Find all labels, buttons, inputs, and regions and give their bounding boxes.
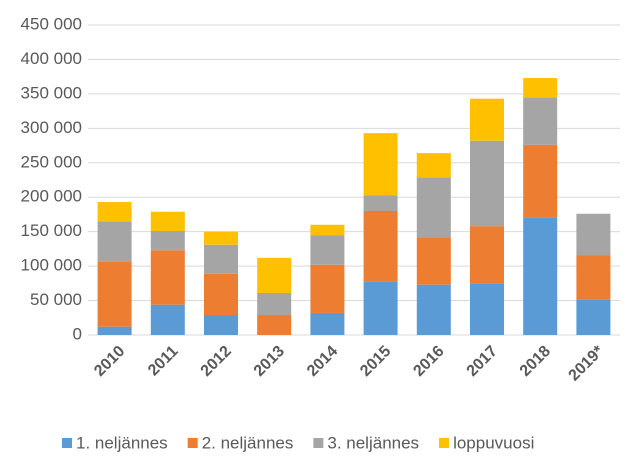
- bar-segment: [416, 284, 451, 335]
- bar-segment: [150, 211, 185, 231]
- bar-segment: [470, 226, 504, 284]
- bar-segment: [150, 304, 185, 335]
- bar-segment: [416, 177, 451, 238]
- y-tick-label: 450 000: [21, 14, 82, 33]
- bar-segment: [97, 261, 132, 327]
- y-tick-label: 50 000: [30, 290, 82, 309]
- bar-segment: [576, 213, 611, 256]
- bar-segment: [576, 299, 611, 335]
- bar-segment: [310, 224, 345, 236]
- legend-swatch: [62, 438, 72, 448]
- y-tick-label: 100 000: [21, 256, 82, 275]
- bar-segment: [97, 221, 132, 262]
- bar-segment: [310, 235, 345, 265]
- x-tick-label: 2018: [517, 343, 554, 380]
- y-tick-label: 0: [73, 324, 82, 343]
- bar-segment: [204, 231, 238, 245]
- bar-segment: [204, 273, 238, 316]
- bar-segment: [150, 230, 185, 251]
- bar-segment: [363, 211, 398, 282]
- bar-segment: [204, 315, 238, 335]
- x-tick-label: 2012: [198, 343, 235, 380]
- x-tick-label: 2019*: [566, 342, 608, 384]
- legend-label: loppuvuosi: [453, 433, 534, 452]
- legend-swatch: [187, 438, 198, 448]
- x-tick-label: 2016: [410, 343, 447, 380]
- bar-segment: [310, 264, 345, 313]
- legend-swatch: [439, 438, 450, 448]
- bar-segment: [257, 257, 292, 293]
- legend-label: 3. neljännes: [327, 433, 419, 452]
- x-tick-label: 2013: [251, 343, 288, 380]
- y-tick-label: 200 000: [21, 187, 82, 206]
- y-tick-label: 250 000: [21, 152, 82, 171]
- x-tick-label: 2014: [304, 343, 341, 380]
- y-tick-label: 400 000: [21, 49, 82, 68]
- x-tick-label: 2015: [357, 343, 394, 380]
- bar-segment: [310, 312, 345, 335]
- bar-segment: [470, 283, 504, 335]
- bar-segment: [204, 244, 238, 274]
- bar-segment: [97, 202, 132, 222]
- bar-segment: [523, 97, 558, 145]
- bar-segment: [257, 315, 292, 335]
- bar-segment: [257, 292, 292, 316]
- bar-segment: [363, 195, 398, 211]
- x-tick-label: 2017: [464, 343, 501, 380]
- bar-segment: [523, 144, 558, 218]
- bar-segment: [576, 255, 611, 300]
- y-tick-label: 350 000: [21, 83, 82, 102]
- bar-segment: [523, 78, 558, 98]
- bar-segment: [150, 250, 185, 305]
- bar-segment: [470, 98, 504, 141]
- x-tick-label: 2011: [145, 343, 182, 380]
- x-tick-label: 2010: [91, 343, 128, 380]
- legend-swatch: [313, 438, 324, 448]
- bar-segment: [416, 153, 451, 178]
- bar-segment: [470, 140, 504, 227]
- legend-label: 1. neljännes: [76, 433, 168, 452]
- y-tick-label: 150 000: [21, 221, 82, 240]
- bar-segment: [97, 326, 132, 335]
- bar-segment: [363, 133, 398, 196]
- bar-segment: [523, 217, 558, 335]
- legend-label: 2. neljännes: [202, 433, 294, 452]
- bar-segment: [363, 281, 398, 335]
- bar-segment: [416, 237, 451, 285]
- y-tick-label: 300 000: [21, 118, 82, 137]
